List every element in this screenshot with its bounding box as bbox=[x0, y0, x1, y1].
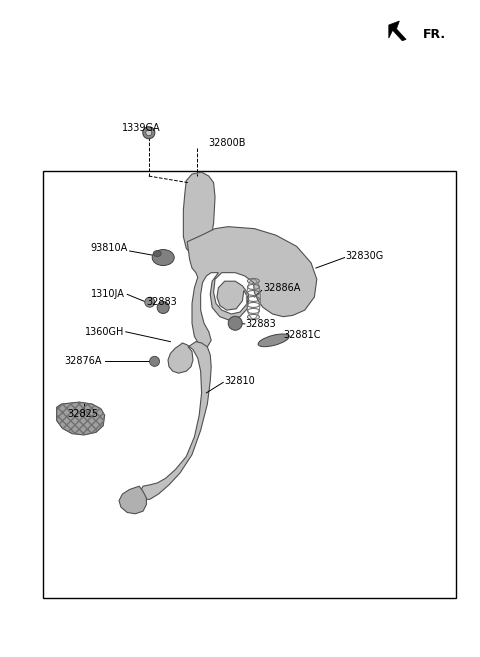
Circle shape bbox=[157, 302, 169, 313]
Polygon shape bbox=[119, 486, 146, 514]
Text: 32881C: 32881C bbox=[283, 330, 321, 340]
Bar bbox=[43, 171, 456, 598]
Ellipse shape bbox=[152, 250, 174, 265]
Polygon shape bbox=[389, 21, 406, 41]
Text: FR.: FR. bbox=[422, 28, 445, 41]
Polygon shape bbox=[183, 172, 215, 256]
Ellipse shape bbox=[258, 334, 289, 347]
Circle shape bbox=[146, 129, 152, 136]
Circle shape bbox=[145, 297, 155, 307]
Text: 32810: 32810 bbox=[225, 376, 255, 386]
Ellipse shape bbox=[153, 250, 161, 256]
Text: 1339GA: 1339GA bbox=[122, 123, 161, 133]
Text: 93810A: 93810A bbox=[90, 243, 127, 254]
Text: 32886A: 32886A bbox=[263, 283, 300, 293]
Circle shape bbox=[228, 316, 242, 330]
Text: 32800B: 32800B bbox=[209, 138, 246, 148]
Circle shape bbox=[143, 127, 155, 139]
Polygon shape bbox=[57, 402, 105, 435]
Text: 32825: 32825 bbox=[67, 409, 98, 419]
Text: 32883: 32883 bbox=[246, 319, 276, 329]
Circle shape bbox=[150, 356, 159, 367]
Text: 1360GH: 1360GH bbox=[84, 327, 124, 337]
Polygon shape bbox=[140, 342, 211, 499]
Text: 32830G: 32830G bbox=[346, 251, 384, 261]
Text: 1310JA: 1310JA bbox=[91, 289, 125, 300]
Text: 32883: 32883 bbox=[146, 297, 177, 307]
Text: 32876A: 32876A bbox=[65, 356, 102, 367]
Polygon shape bbox=[187, 227, 317, 347]
